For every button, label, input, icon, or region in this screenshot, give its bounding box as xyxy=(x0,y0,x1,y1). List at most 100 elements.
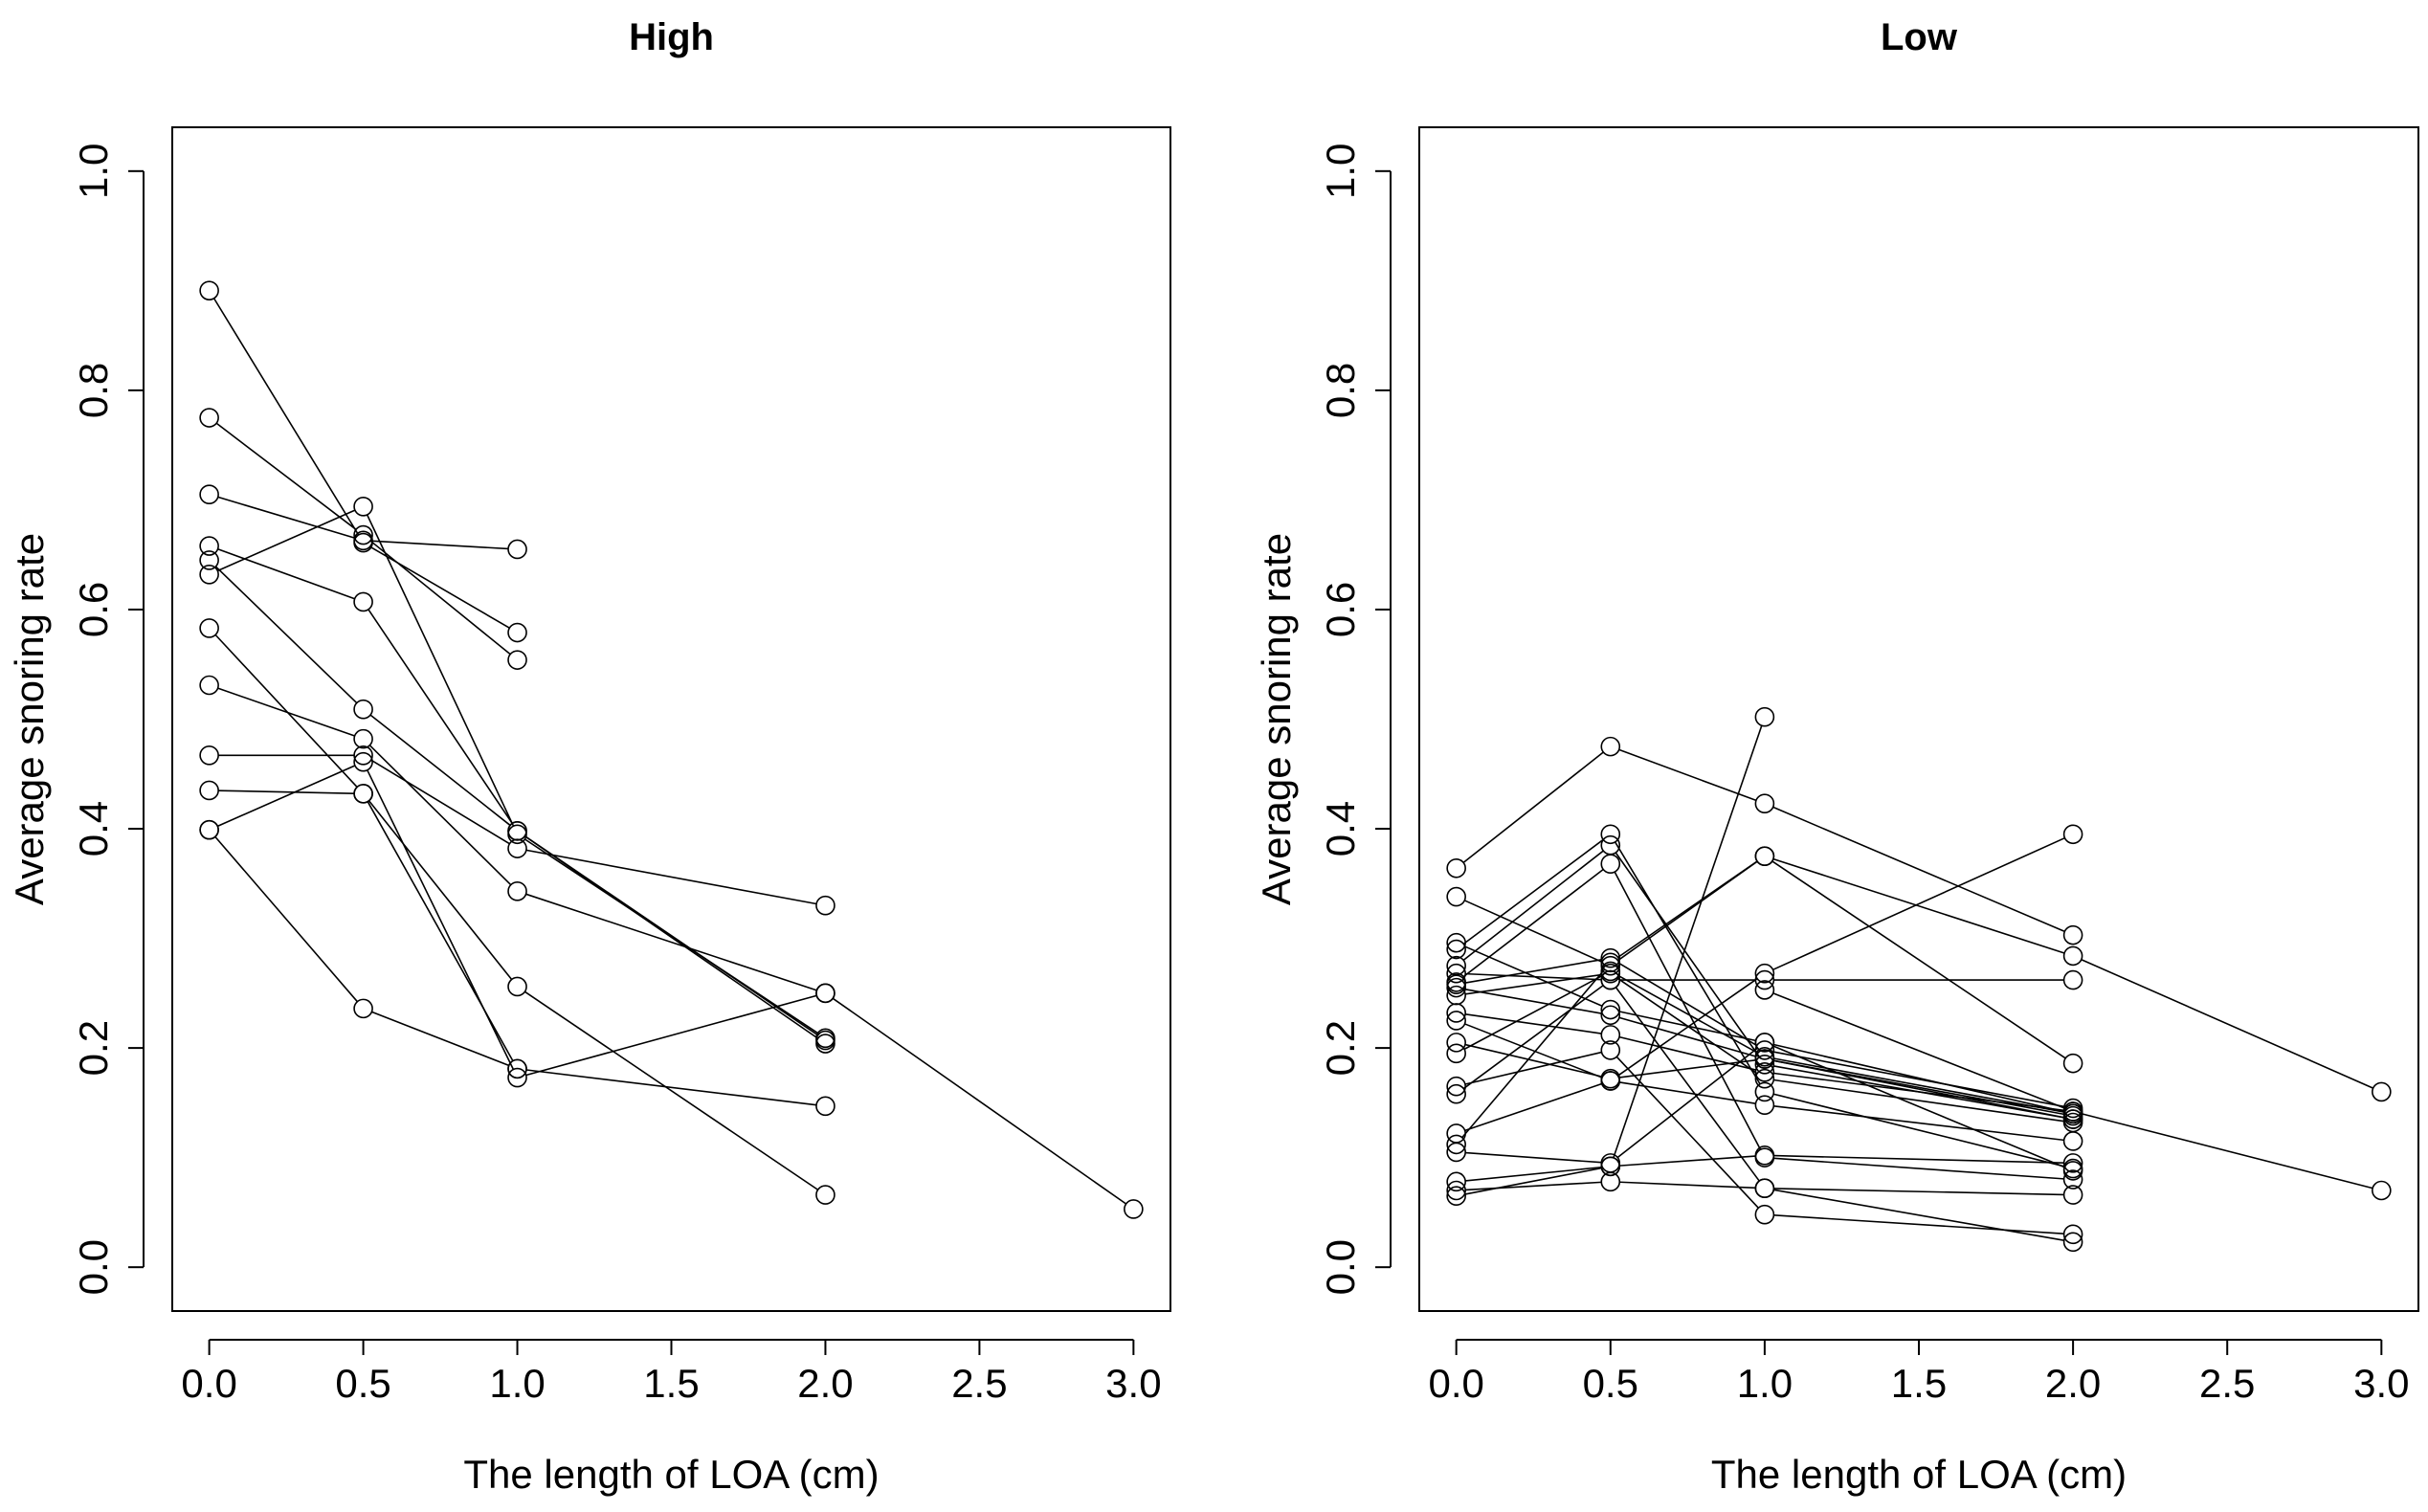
series-line-segment xyxy=(1465,1181,1602,1191)
series-line-segment xyxy=(1616,1047,1758,1159)
data-point xyxy=(1600,1025,1621,1045)
data-point xyxy=(1446,1043,1466,1064)
data-point xyxy=(507,622,527,643)
data-point xyxy=(1600,961,1621,982)
series-t17 xyxy=(1446,824,2083,1144)
series-s11 xyxy=(199,751,1144,1219)
data-point xyxy=(815,1028,835,1049)
series-s6 xyxy=(199,496,835,1049)
data-point xyxy=(2372,1180,2392,1201)
series-t4 xyxy=(1446,824,2083,1179)
panel-high: High 0.0 0.5 1.0 1.5 2.0 2.5 3.0 0.0 0.2 0.4 0.6 0.8… xyxy=(7,16,1171,1497)
x-tick-label: 1.0 xyxy=(489,1361,545,1406)
series-line-segment xyxy=(216,509,356,572)
data-point xyxy=(1446,1171,1466,1192)
chart-title: Low xyxy=(1881,16,1958,58)
series-line-segment xyxy=(217,548,355,600)
data-point xyxy=(1600,952,1621,973)
series-t1 xyxy=(1446,736,2083,945)
series-line-segment xyxy=(1773,1188,2064,1196)
series-line-segment xyxy=(1772,836,2065,971)
series-line-segment xyxy=(369,540,511,656)
data-point xyxy=(199,565,219,585)
data-point xyxy=(1446,1003,1466,1023)
x-tick-label: 2.5 xyxy=(951,1361,1007,1406)
series-line-segment xyxy=(1617,974,1757,1054)
series-line-segment xyxy=(1465,1151,1602,1164)
x-tick-label: 0.5 xyxy=(335,1361,390,1406)
series-line-segment xyxy=(370,546,510,629)
data-point xyxy=(199,408,219,428)
data-point xyxy=(2062,1224,2083,1245)
x-tick-label: 2.0 xyxy=(797,1361,853,1406)
series-line-segment xyxy=(1617,962,1758,1047)
y-tick-label: 0.4 xyxy=(1318,801,1363,856)
series-line-segment xyxy=(1462,751,1604,864)
x-tick-label: 0.0 xyxy=(181,1361,236,1406)
plot-frame xyxy=(171,126,1171,1312)
x-tick-label: 1.0 xyxy=(1737,1361,1793,1406)
data-point xyxy=(199,819,219,840)
series-line-segment xyxy=(1464,958,1602,984)
data-point xyxy=(1600,999,1621,1020)
series-line-segment xyxy=(1617,860,1758,959)
series-line-segment xyxy=(1773,1059,2064,1119)
y-tick-label: 1.0 xyxy=(71,144,116,199)
data-point xyxy=(2062,1232,2083,1253)
series-line-segment xyxy=(369,714,511,827)
data-point xyxy=(1446,1033,1466,1053)
x-tick-label: 1.5 xyxy=(1891,1361,1947,1406)
series-line-segment xyxy=(1772,992,2065,1109)
data-point xyxy=(353,745,373,766)
series-line-segment xyxy=(1773,1189,2064,1241)
series-line-segment xyxy=(1772,1043,2065,1113)
panel-low: Low 0.0 0.5 1.0 1.5 2.0 2.5 3.0 0.0 0.2 0.4 0.6 0.8 1… xyxy=(1254,16,2419,1497)
x-tick-label: 0.5 xyxy=(1583,1361,1638,1406)
plot-frame xyxy=(1418,126,2419,1312)
series-line-segment xyxy=(372,540,509,550)
series-line-segment xyxy=(1773,1057,2064,1113)
data-point xyxy=(2062,1185,2083,1205)
series-line-segment xyxy=(367,769,515,1070)
series-line-segment xyxy=(1462,985,1604,1090)
data-point xyxy=(1600,947,1621,968)
data-point xyxy=(1446,886,1466,907)
data-point xyxy=(2062,1169,2083,1190)
series-s10 xyxy=(199,780,835,1205)
series-line-segment xyxy=(217,496,355,539)
data-point xyxy=(507,1058,527,1079)
series-line-segment xyxy=(1773,1051,2064,1108)
series-line-segment xyxy=(215,422,357,530)
data-point xyxy=(1754,1095,1775,1115)
data-point xyxy=(1754,1054,1775,1075)
series-line-segment xyxy=(1771,860,2066,1059)
series-line-segment xyxy=(2082,1113,2373,1190)
series-line-segment xyxy=(1773,1072,2064,1112)
series-s3 xyxy=(199,484,527,560)
data-point xyxy=(353,699,373,720)
data-point xyxy=(1446,857,1466,878)
series-t7 xyxy=(1446,854,2083,1190)
data-point xyxy=(353,524,373,545)
series-line-segment xyxy=(371,1011,509,1067)
data-point xyxy=(1600,1171,1621,1192)
series-line-segment xyxy=(1462,850,1604,961)
data-point xyxy=(507,976,527,997)
series-line-segment xyxy=(1462,838,1604,945)
data-point xyxy=(815,1185,835,1205)
series-t3 xyxy=(1446,932,2083,1124)
data-point xyxy=(2062,1053,2083,1074)
x-tick-label: 3.0 xyxy=(2353,1361,2409,1406)
series-line-segment xyxy=(1618,1035,1756,1071)
data-point xyxy=(1754,1046,1775,1067)
series-line-segment xyxy=(368,800,513,981)
data-point xyxy=(2062,1101,2083,1122)
series-line-segment xyxy=(1772,806,2065,933)
data-point xyxy=(353,591,373,612)
data-point xyxy=(815,1034,835,1054)
data-point xyxy=(1446,1134,1466,1155)
data-point xyxy=(353,998,373,1019)
series-line-segment xyxy=(1614,841,1761,1085)
data-point xyxy=(1446,1083,1466,1104)
